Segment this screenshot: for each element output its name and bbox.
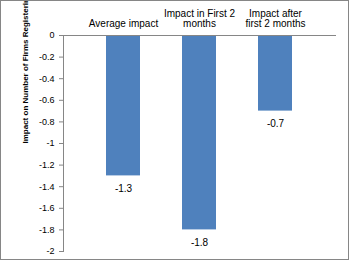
svg-text:-0.4: -0.4 xyxy=(39,74,55,84)
svg-text:Impact on Number of Firms Regi: Impact on Number of Firms Registering pe… xyxy=(21,1,30,144)
svg-text:Impact afterfirst 2 months: Impact afterfirst 2 months xyxy=(245,8,305,29)
svg-text:-1.4: -1.4 xyxy=(39,182,55,192)
svg-text:-1.2: -1.2 xyxy=(39,160,55,170)
svg-text:-1.8: -1.8 xyxy=(39,225,55,235)
svg-text:-0.7: -0.7 xyxy=(267,118,285,129)
svg-text:-1: -1 xyxy=(46,138,54,148)
svg-text:-0.2: -0.2 xyxy=(39,52,55,62)
svg-text:-1.6: -1.6 xyxy=(39,203,55,213)
svg-text:Average impact: Average impact xyxy=(89,18,159,29)
svg-text:-0.6: -0.6 xyxy=(39,95,55,105)
svg-text:0: 0 xyxy=(49,30,54,40)
svg-text:-2: -2 xyxy=(46,246,54,256)
svg-text:-1.3: -1.3 xyxy=(115,183,133,194)
svg-text:-0.8: -0.8 xyxy=(39,117,55,127)
svg-text:Impact in First 2months: Impact in First 2months xyxy=(164,8,236,29)
svg-text:-1.8: -1.8 xyxy=(191,237,209,248)
